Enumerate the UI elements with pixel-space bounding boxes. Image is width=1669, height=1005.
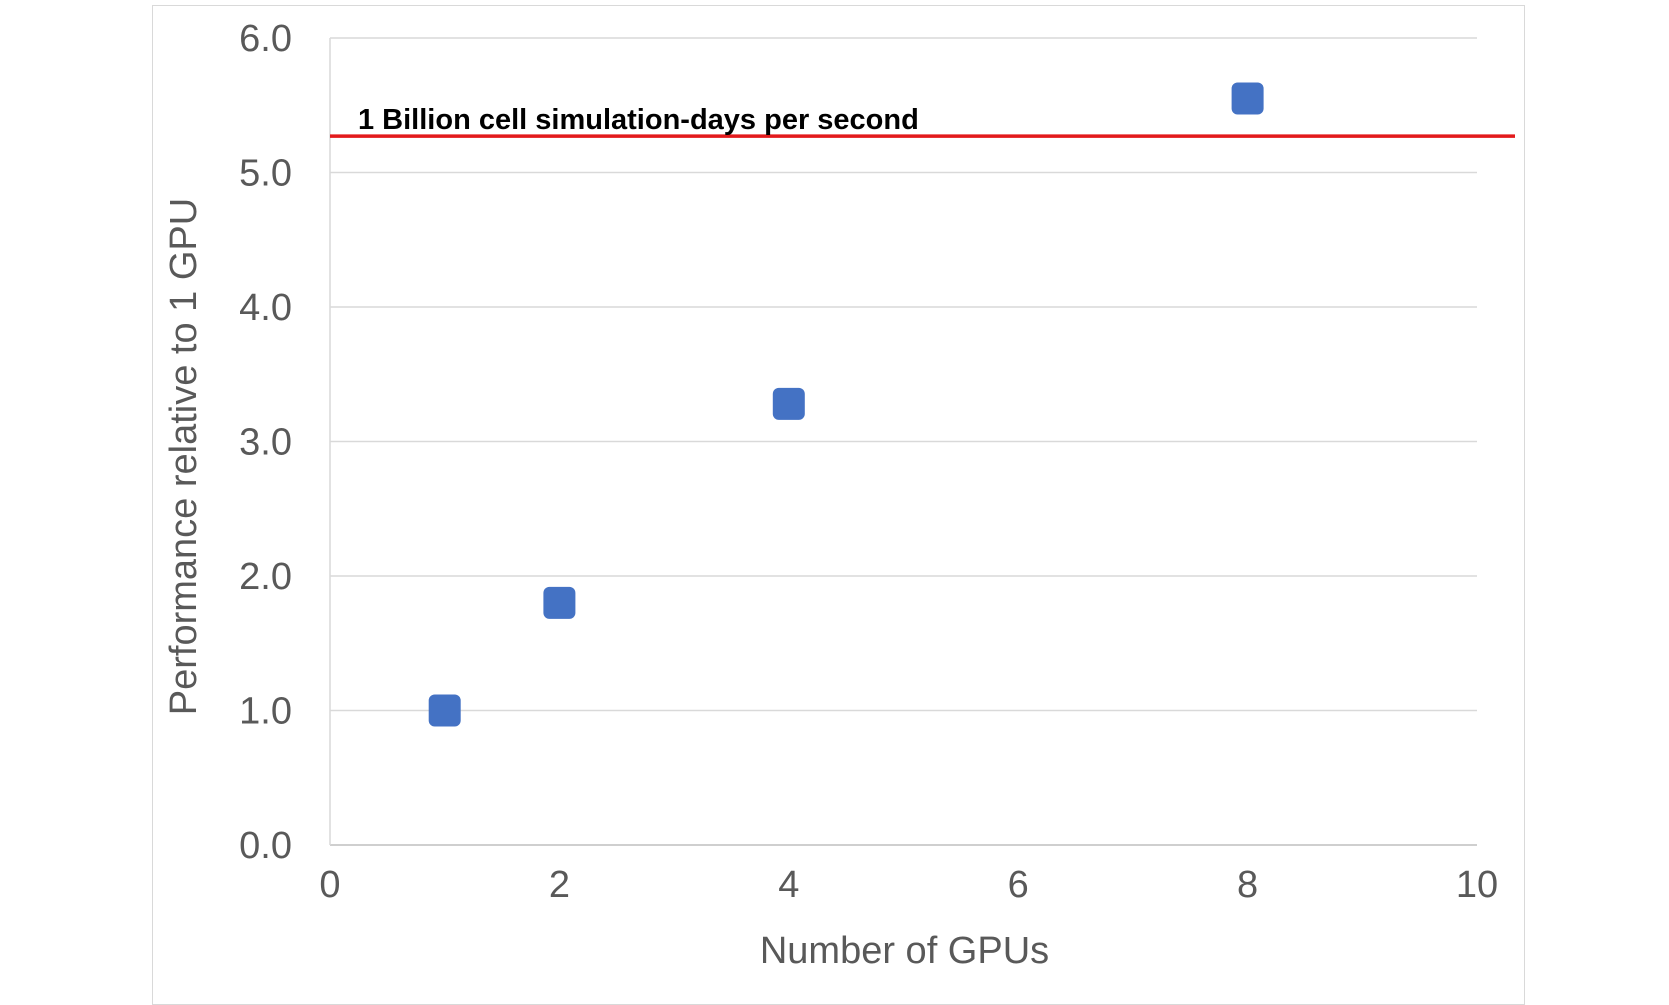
- y-tick-label: 6.0: [239, 18, 292, 60]
- reference-line-group: 1 Billion cell simulation-days per secon…: [330, 104, 1515, 138]
- x-tick-label: 0: [319, 864, 340, 906]
- x-axis-title: Number of GPUs: [760, 930, 1049, 972]
- y-tick-label: 4.0: [239, 287, 292, 329]
- x-tick-label: 4: [778, 864, 799, 906]
- data-points: [428, 82, 1264, 727]
- y-tick-labels: 0.0 1.0 2.0 3.0 4.0 5.0 6.0: [239, 18, 292, 867]
- data-point: [428, 694, 461, 727]
- y-tick-label: 3.0: [239, 422, 292, 464]
- x-tick-label: 2: [549, 864, 570, 906]
- data-point: [772, 387, 805, 420]
- y-axis-title: Performance relative to 1 GPU: [163, 198, 205, 715]
- data-point: [543, 586, 576, 619]
- x-tick-label: 8: [1237, 864, 1258, 906]
- data-point: [1231, 82, 1264, 115]
- x-tick-label: 6: [1008, 864, 1029, 906]
- x-tick-label: 10: [1456, 864, 1498, 906]
- y-tick-label: 5.0: [239, 153, 292, 195]
- reference-line-label: 1 Billion cell simulation-days per secon…: [358, 104, 919, 136]
- y-tick-label: 2.0: [239, 556, 292, 598]
- gridlines: [330, 37, 1477, 712]
- x-tick-labels: 0 2 4 6 8 10: [319, 864, 1498, 906]
- axes: [329, 38, 1477, 846]
- y-tick-label: 0.0: [239, 825, 292, 867]
- y-tick-label: 1.0: [239, 691, 292, 733]
